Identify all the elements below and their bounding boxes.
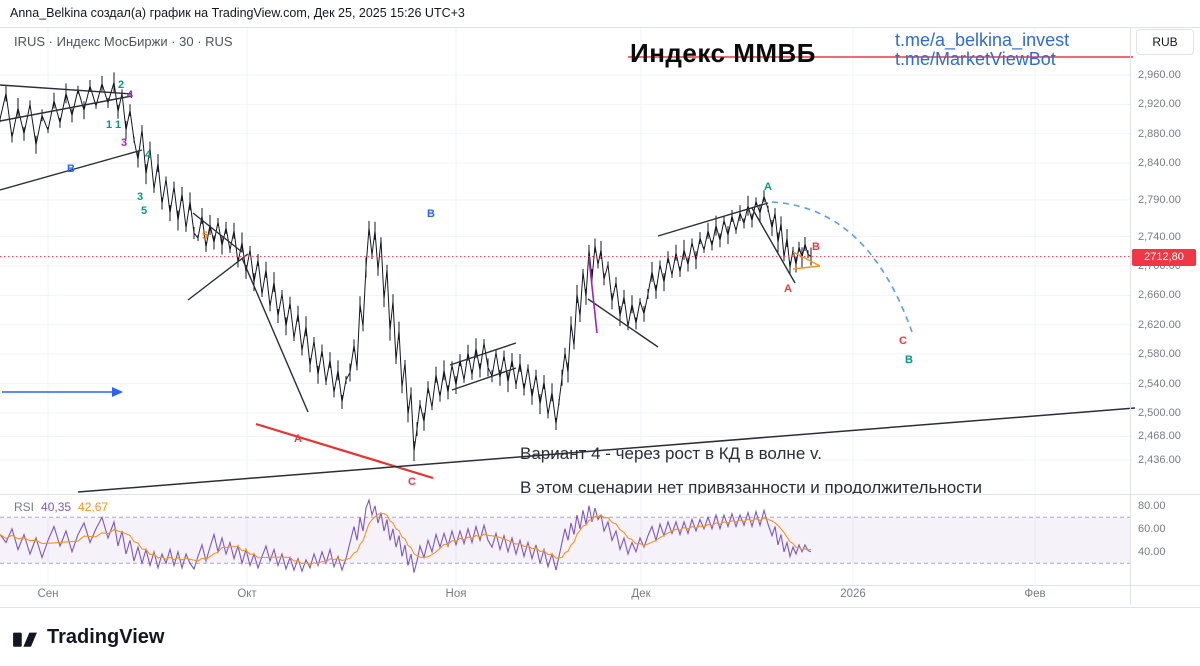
wave-label-5[interactable]: 5 [202,230,209,242]
wave-label-A[interactable]: A [294,433,302,445]
price-axis-label: 2,660.00 [1138,289,1181,302]
price-axis-label: 2,468.00 [1138,430,1181,443]
price-axis-label: 2,790.00 [1138,193,1181,206]
trendline-drawing[interactable] [587,298,659,348]
price-axis-label: 2,580.00 [1138,348,1181,361]
wave-label-B[interactable]: B [67,163,75,175]
wave-label-1[interactable]: 1 [115,119,122,131]
telegram-link-1[interactable]: t.me/a_belkina_invest [895,30,1070,50]
time-axis-separator [0,585,1200,586]
header-separator [0,27,1200,28]
trendline-drawing[interactable] [449,342,517,366]
trendline-drawing[interactable] [792,251,821,267]
footer-separator [0,607,1200,608]
tradingview-logo-icon[interactable] [12,624,38,650]
price-axis-label: 2,436.00 [1138,453,1181,466]
rsi-value: 40,35 [41,500,72,514]
rsi-axis-label: 40.00 [1138,545,1166,558]
trendline-drawing[interactable] [187,253,249,301]
wave-label-C[interactable]: C [408,476,416,488]
time-axis-label: 2026 [840,588,866,600]
price-axis-label: 2,740.00 [1138,230,1181,243]
trendline-drawing[interactable] [588,257,598,334]
price-axis-label: 2,500.00 [1138,406,1181,419]
projection-curve[interactable] [771,201,913,333]
trendline-drawing[interactable] [792,265,821,270]
attribution-text: Anna_Belkina создал(а) график на Trading… [10,6,465,20]
wave-label-4[interactable]: 4 [127,89,134,101]
trendline-drawing[interactable] [255,422,434,480]
price-axis-label: 2,880.00 [1138,127,1181,140]
trendline-drawing[interactable] [77,407,1136,493]
time-axis-label: Дек [631,588,651,600]
trendline-drawing[interactable] [0,95,133,122]
wave-label-B[interactable]: B [427,208,435,220]
price-axis-label: 2,620.00 [1138,318,1181,331]
wave-label-A[interactable]: A [764,181,772,193]
rsi-band [0,517,1130,564]
currency-toggle-button[interactable]: RUB [1136,29,1194,55]
rsi-pane-separator[interactable] [0,494,1200,495]
wave-label-2[interactable]: 2 [118,79,125,91]
price-axis-label: 2,920.00 [1138,98,1181,111]
footer-bar: TradingView [0,608,1200,666]
rsi-axis-label: 60.00 [1138,522,1166,535]
wave-label-B[interactable]: B [812,241,820,253]
rsi-smoothing-value: 42,67 [78,500,109,514]
symbol-description[interactable]: IRUS · Индекс МосБиржи · 30 · RUS [14,34,233,49]
arrow-head [112,387,123,397]
rsi-indicator-header[interactable]: RSI 40,35 42,67 [14,500,108,514]
trendline-drawing[interactable] [751,207,796,284]
trendline-drawing[interactable] [0,149,143,191]
telegram-link-2[interactable]: t.me/MarketViewBot [895,49,1056,69]
trendline-drawing[interactable] [241,257,309,413]
wave-label-1[interactable]: 1 [106,119,113,131]
wave-label-A[interactable]: A [784,283,792,295]
time-axis-label: Сен [37,588,59,600]
rsi-label: RSI [14,500,35,514]
rsi-smoothing-line[interactable] [0,513,812,566]
price-axis-label: 2,540.00 [1138,377,1181,390]
rsi-line[interactable] [0,497,812,574]
time-axis-label: Фев [1024,588,1046,600]
price-axis-label: 2,840.00 [1138,157,1181,170]
tradingview-logo-text[interactable]: TradingView [47,625,165,648]
trendline-drawing[interactable] [657,202,769,237]
chart-title-text[interactable]: Индекс ММВБ [630,38,816,68]
wave-label-3[interactable]: 3 [137,191,144,203]
wave-label-C[interactable]: C [899,335,907,347]
rsi-axis-label: 80.00 [1138,499,1166,512]
wave-label-B[interactable]: B [905,354,913,366]
time-axis-label: Ноя [445,588,467,600]
wave-label-5[interactable]: 5 [141,205,148,217]
time-axis-label: Окт [237,588,257,600]
trendline-drawing[interactable] [0,84,133,95]
trendline-drawing[interactable] [192,212,243,253]
wave-label-3[interactable]: 3 [121,137,128,149]
price-axis-separator [1130,28,1131,605]
last-price-badge: 2712,80 [1132,248,1196,266]
wave-label-4[interactable]: 4 [145,149,152,161]
price-axis-label: 2,960.00 [1138,69,1181,81]
trendline-drawing[interactable] [451,367,517,391]
